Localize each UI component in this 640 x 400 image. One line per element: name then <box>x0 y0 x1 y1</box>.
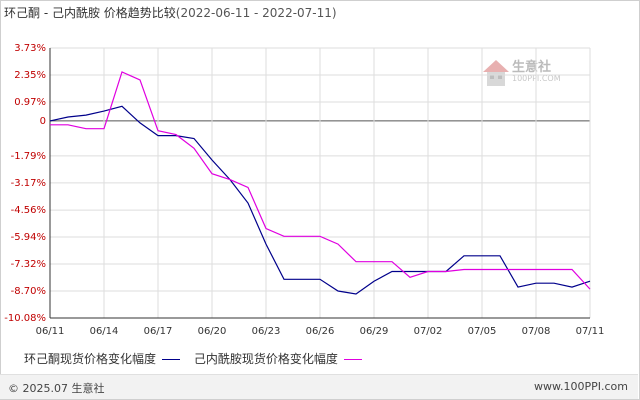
line-chart: 3.73% 2.35% 0.97% 0 -1.79% -3.17% -4.56% -5.94%… <box>4 43 605 337</box>
series-line-2 <box>50 71 591 290</box>
y-tick-label: -10.08% <box>4 313 46 324</box>
y-tick-labels: 3.73% 2.35% 0.97% 0 -1.79% -3.17% -4.56% -5.94%… <box>4 43 46 324</box>
x-tick-label: 06/11 <box>36 326 65 337</box>
y-tick-label: -1.79% <box>11 151 46 162</box>
x-tick-label: 06/26 <box>306 326 335 337</box>
legend-swatch-series1 <box>162 359 181 360</box>
watermark-name: 生意社 <box>512 60 552 75</box>
axis-layer <box>49 48 590 319</box>
chart-title: 环己酮 - 己内酰胺 价格趋势比较(2022-06-11 - 2022-07-1… <box>4 4 337 21</box>
y-tick-label: 0.97% <box>14 97 46 108</box>
y-tick-label: 3.73% <box>14 43 46 54</box>
chart-legend: 环己酮现货价格变化幅度 己内酰胺现货价格变化幅度 <box>24 350 372 367</box>
x-tick-label: 07/08 <box>522 326 551 337</box>
y-tick-label: -4.56% <box>11 205 46 216</box>
x-tick-labels: 06/11 06/14 06/17 06/20 06/23 06/26 06/29 07/02… <box>36 326 605 337</box>
chart-title-text: 环己酮 - 己内酰胺 价格趋势比较 <box>4 6 176 20</box>
legend-item-series2: 己内酰胺现货价格变化幅度 <box>194 350 372 367</box>
footer-bar: © 2025.07 生意社 www.100PPI.com <box>0 374 638 399</box>
y-tick-label: -5.94% <box>11 232 46 243</box>
y-tick-label: -7.32% <box>11 259 46 270</box>
x-tick-label: 06/14 <box>90 326 119 337</box>
x-tick-label: 06/17 <box>144 326 173 337</box>
y-tick-label: 2.35% <box>14 70 46 81</box>
x-tick-label: 07/11 <box>576 326 605 337</box>
x-tick-label: 07/02 <box>414 326 443 337</box>
y-tick-label: -8.70% <box>11 286 46 297</box>
chart-date-range: (2022-06-11 - 2022-07-11) <box>175 6 337 20</box>
x-tick-label: 06/20 <box>198 326 227 337</box>
series-layer <box>49 71 591 295</box>
legend-label-series1: 环己酮现货价格变化幅度 <box>24 352 157 366</box>
x-tick-label: 06/29 <box>360 326 389 337</box>
footer-copyright: © 2025.07 生意社 <box>8 382 105 395</box>
series-line-1 <box>49 105 591 295</box>
house-icon <box>483 60 509 86</box>
legend-label-series2: 己内酰胺现货价格变化幅度 <box>193 352 338 366</box>
legend-item-series1: 环己酮现货价格变化幅度 <box>24 350 190 367</box>
legend-swatch-series2 <box>343 359 362 360</box>
x-tick-label: 07/05 <box>468 326 497 337</box>
footer-url[interactable]: www.100PPI.com <box>534 380 628 393</box>
y-tick-label: 0 <box>40 116 46 127</box>
grid-layer <box>49 47 591 319</box>
x-tick-label: 06/23 <box>252 326 281 337</box>
y-tick-label: -3.17% <box>11 178 46 189</box>
